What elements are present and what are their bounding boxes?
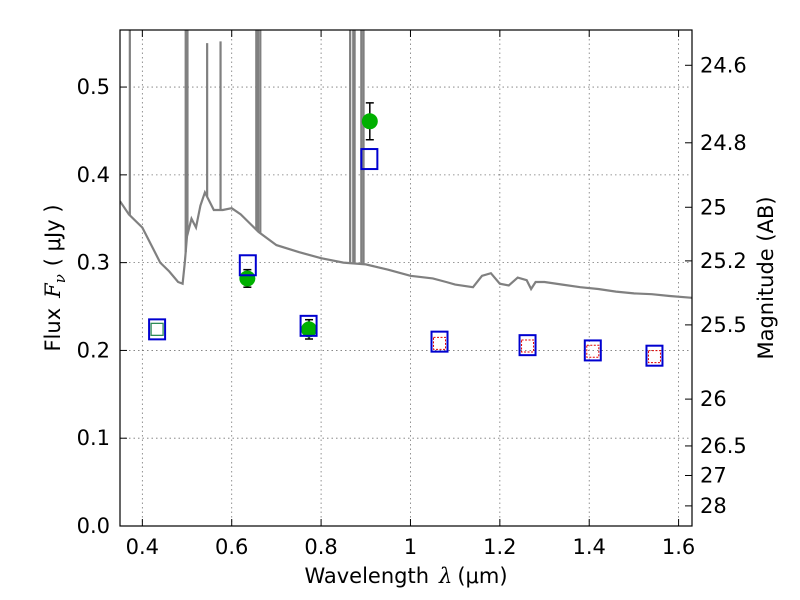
right-tick-label: 27 <box>700 463 727 487</box>
x-tick-label: 0.4 <box>126 535 159 559</box>
model-blue-square <box>360 148 379 171</box>
y-axis-ticks: 0.0 0.1 0.2 0.3 0.4 0.5 <box>77 75 127 538</box>
model-red-square <box>586 344 600 358</box>
y-tick-label: 0.4 <box>77 163 110 187</box>
right-tick-label: 25 <box>700 195 727 219</box>
y-tick-label: 0.0 <box>77 514 110 538</box>
model-blue-square <box>645 344 664 367</box>
data-markers <box>148 102 664 367</box>
right-tick-label: 26 <box>700 387 727 411</box>
x-axis-ticks: 0.4 0.6 0.8 1 1.2 1.4 1.6 <box>126 30 695 559</box>
model-blue-square <box>299 314 318 337</box>
right-axis-ticks: 24.6 24.8 25 25.2 25.5 26 26.5 27 28 <box>685 53 747 518</box>
right-tick-label: 25.5 <box>700 313 747 337</box>
x-tick-label: 1 <box>404 535 417 559</box>
x-tick-label: 0.8 <box>304 535 337 559</box>
model-blue-square <box>583 339 602 362</box>
observed-point <box>239 270 256 287</box>
right-tick-label: 25.2 <box>700 249 747 273</box>
model-red-square <box>647 350 661 364</box>
observed-point <box>301 321 318 338</box>
y-tick-label: 0.3 <box>77 251 110 275</box>
model-red-square <box>433 336 447 350</box>
right-tick-label: 26.5 <box>700 434 747 458</box>
y-tick-label: 0.1 <box>77 426 110 450</box>
model-blue-square <box>148 318 167 341</box>
y-tick-label: 0.5 <box>77 75 110 99</box>
x-tick-label: 1.4 <box>573 535 606 559</box>
x-tick-label: 1.2 <box>483 535 516 559</box>
y-axis-title: FluxFν( μJy ) <box>41 204 69 351</box>
model-green-square <box>150 322 164 337</box>
right-tick-label: 24.8 <box>700 131 747 155</box>
y-tick-label: 0.2 <box>77 338 110 362</box>
x-tick-label: 1.6 <box>662 535 695 559</box>
observed-point <box>361 113 378 130</box>
right-tick-label: 24.6 <box>700 53 747 77</box>
right-tick-label: 28 <box>700 494 727 518</box>
right-axis-title: Magnitude (AB) <box>754 196 778 359</box>
spectrum-continuum <box>120 189 692 299</box>
model-blue-square <box>238 254 257 277</box>
model-spectrum <box>120 30 692 299</box>
model-red-square <box>521 339 535 353</box>
model-blue-square <box>430 330 449 353</box>
x-axis-title: Wavelength λ (μm) <box>304 564 507 588</box>
model-blue-square <box>518 334 537 357</box>
plot-frame <box>119 29 693 527</box>
x-tick-label: 0.6 <box>215 535 248 559</box>
